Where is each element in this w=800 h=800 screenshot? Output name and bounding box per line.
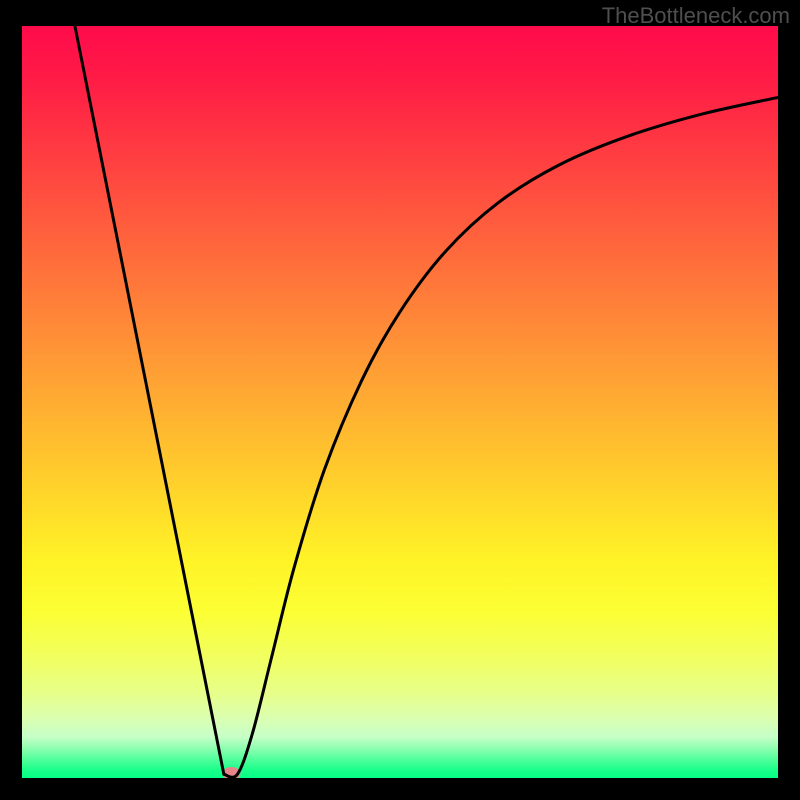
plot-area: [22, 26, 778, 778]
curve-right-branch: [224, 97, 778, 777]
frame-left: [0, 0, 22, 800]
curve-left-branch: [75, 26, 224, 774]
frame-bottom: [0, 778, 800, 800]
frame-right: [778, 0, 800, 800]
watermark-text: TheBottleneck.com: [602, 3, 790, 29]
chart-svg: [22, 26, 778, 778]
